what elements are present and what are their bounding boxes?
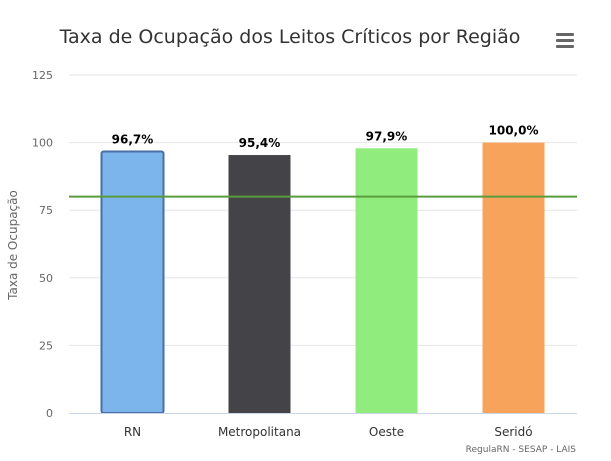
y-axis-tick-labels: 0 25 50 75 100 125 — [32, 69, 53, 420]
chart-title: Taxa de Ocupação dos Leitos Críticos por… — [59, 26, 521, 48]
chart-menu-button[interactable] — [552, 28, 578, 50]
y-tick-label: 50 — [39, 272, 53, 285]
y-tick-label: 75 — [39, 204, 53, 217]
data-labels: 96,7% 95,4% 97,9% 100,0% — [112, 124, 539, 150]
category-label: Oeste — [369, 425, 404, 439]
hamburger-menu-icon[interactable] — [556, 33, 574, 36]
y-axis-label: Taxa de Ocupação — [6, 190, 20, 301]
bar-oeste[interactable] — [355, 148, 418, 414]
chart-credits: RegulaRN - SESAP - LAIS — [466, 445, 577, 455]
category-label: Metropolitana — [218, 425, 301, 439]
x-axis-category-labels: RN Metropolitana Oeste Seridó — [124, 425, 533, 439]
bar-serid-[interactable] — [482, 142, 545, 413]
data-label: 97,9% — [366, 129, 408, 143]
data-label: 95,4% — [239, 136, 281, 150]
hamburger-menu-icon-bar[interactable] — [556, 39, 574, 42]
y-tick-label: 25 — [39, 339, 53, 352]
data-label: 100,0% — [489, 124, 539, 138]
hamburger-menu-icon-bar[interactable] — [556, 45, 574, 48]
category-label: Seridó — [494, 425, 532, 439]
y-tick-label: 0 — [46, 407, 53, 420]
category-label: RN — [124, 425, 141, 439]
y-tick-label: 100 — [32, 137, 53, 150]
bar-rn[interactable] — [100, 150, 165, 414]
bars — [100, 142, 545, 414]
bar-metropolitana[interactable] — [228, 155, 291, 414]
data-label: 96,7% — [112, 133, 154, 147]
y-tick-label: 125 — [32, 69, 53, 82]
